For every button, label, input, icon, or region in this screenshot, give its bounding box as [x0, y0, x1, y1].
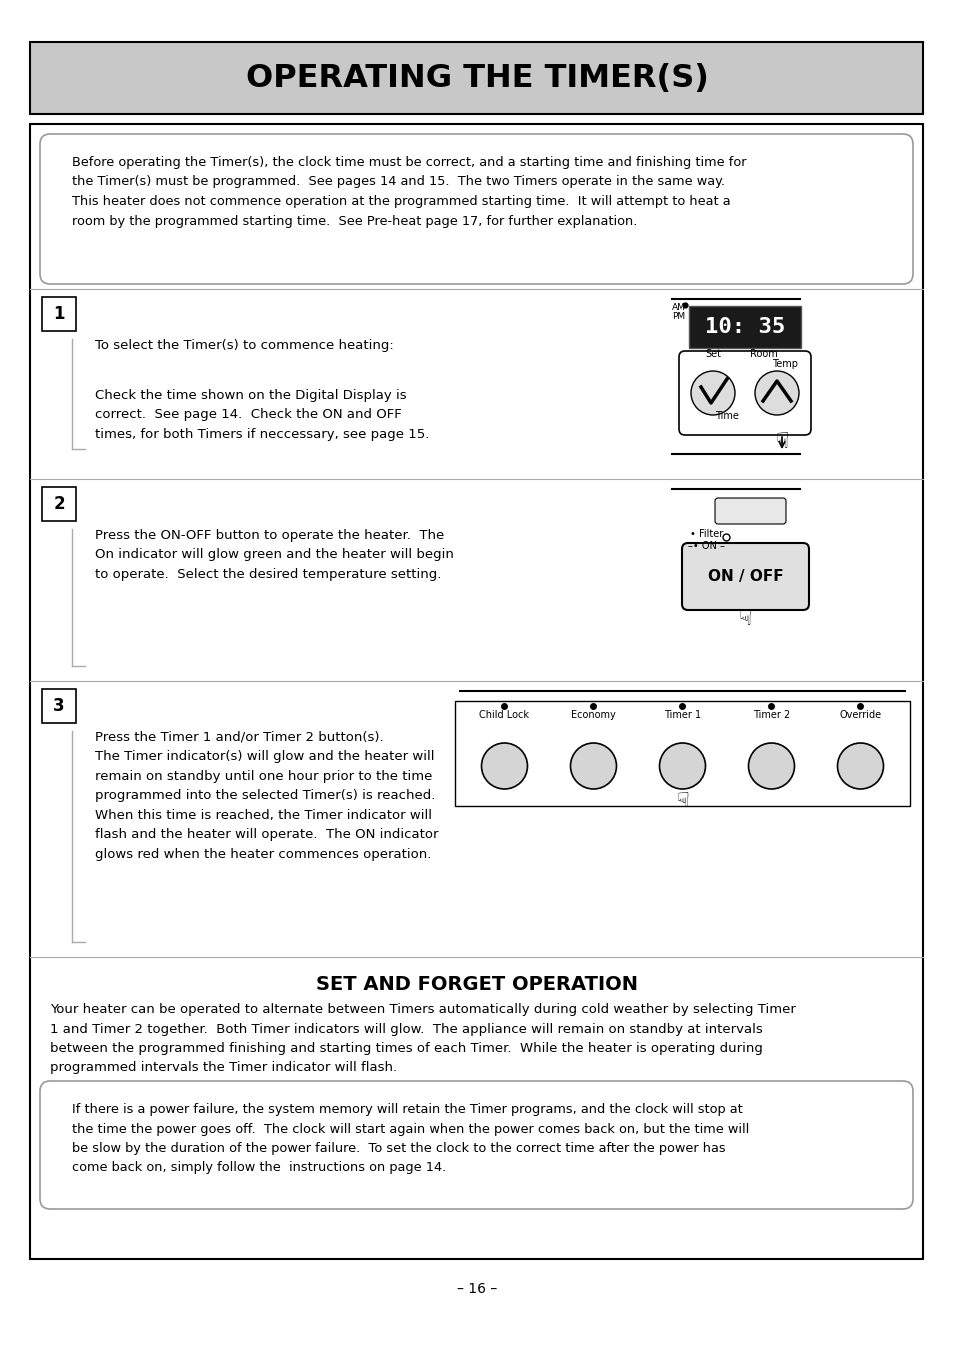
FancyBboxPatch shape [681, 544, 808, 610]
Circle shape [570, 743, 616, 789]
Text: ON / OFF: ON / OFF [707, 569, 782, 584]
Text: If there is a power failure, the system memory will retain the Timer programs, a: If there is a power failure, the system … [71, 1103, 748, 1175]
Circle shape [690, 371, 734, 415]
Text: 2: 2 [53, 495, 65, 513]
Text: Temp: Temp [771, 359, 797, 370]
Text: Child Lock: Child Lock [479, 710, 529, 720]
Circle shape [837, 743, 882, 789]
FancyBboxPatch shape [40, 134, 912, 285]
Text: ☟: ☟ [775, 432, 788, 452]
Text: Override: Override [839, 710, 881, 720]
Text: 1: 1 [53, 305, 65, 322]
Circle shape [748, 743, 794, 789]
FancyBboxPatch shape [688, 306, 801, 348]
Text: Press the ON-OFF button to operate the heater.  The
On indicator will glow green: Press the ON-OFF button to operate the h… [95, 529, 454, 581]
Circle shape [481, 743, 527, 789]
Text: AM: AM [671, 304, 685, 312]
Text: Time: Time [714, 411, 739, 421]
Bar [42, 297, 76, 331]
Bar [30, 124, 923, 1259]
Text: To select the Timer(s) to commence heating:: To select the Timer(s) to commence heati… [95, 339, 394, 352]
Circle shape [659, 743, 705, 789]
Text: Timer 1: Timer 1 [663, 710, 700, 720]
Text: Economy: Economy [571, 710, 616, 720]
FancyBboxPatch shape [40, 1081, 912, 1209]
Text: 10: 35: 10: 35 [704, 317, 784, 337]
Text: Press the Timer 1 and/or Timer 2 button(s).
The Timer indicator(s) will glow and: Press the Timer 1 and/or Timer 2 button(… [95, 731, 438, 861]
Text: • Filter: • Filter [689, 529, 722, 540]
Text: Room: Room [749, 349, 777, 359]
Text: –• ON –: –• ON – [687, 541, 724, 550]
Circle shape [754, 371, 799, 415]
Text: OPERATING THE TIMER(S): OPERATING THE TIMER(S) [245, 62, 708, 93]
Text: Check the time shown on the Digital Display is
correct.  See page 14.  Check the: Check the time shown on the Digital Disp… [95, 389, 429, 441]
Text: 3: 3 [53, 697, 65, 715]
Text: – 16 –: – 16 – [456, 1282, 497, 1296]
Text: Before operating the Timer(s), the clock time must be correct, and a starting ti: Before operating the Timer(s), the clock… [71, 156, 745, 228]
Text: ☟: ☟ [676, 791, 688, 811]
FancyBboxPatch shape [679, 351, 810, 434]
FancyBboxPatch shape [714, 498, 785, 523]
Bar [42, 689, 76, 723]
Text: Set: Set [704, 349, 720, 359]
Text: SET AND FORGET OPERATION: SET AND FORGET OPERATION [315, 975, 638, 994]
Text: Your heater can be operated to alternate between Timers automatically during col: Your heater can be operated to alternate… [50, 1004, 795, 1075]
Text: ☟: ☟ [738, 608, 752, 629]
Bar [30, 42, 923, 115]
Text: PM: PM [671, 312, 684, 321]
Text: Timer 2: Timer 2 [752, 710, 789, 720]
Bar [42, 487, 76, 521]
